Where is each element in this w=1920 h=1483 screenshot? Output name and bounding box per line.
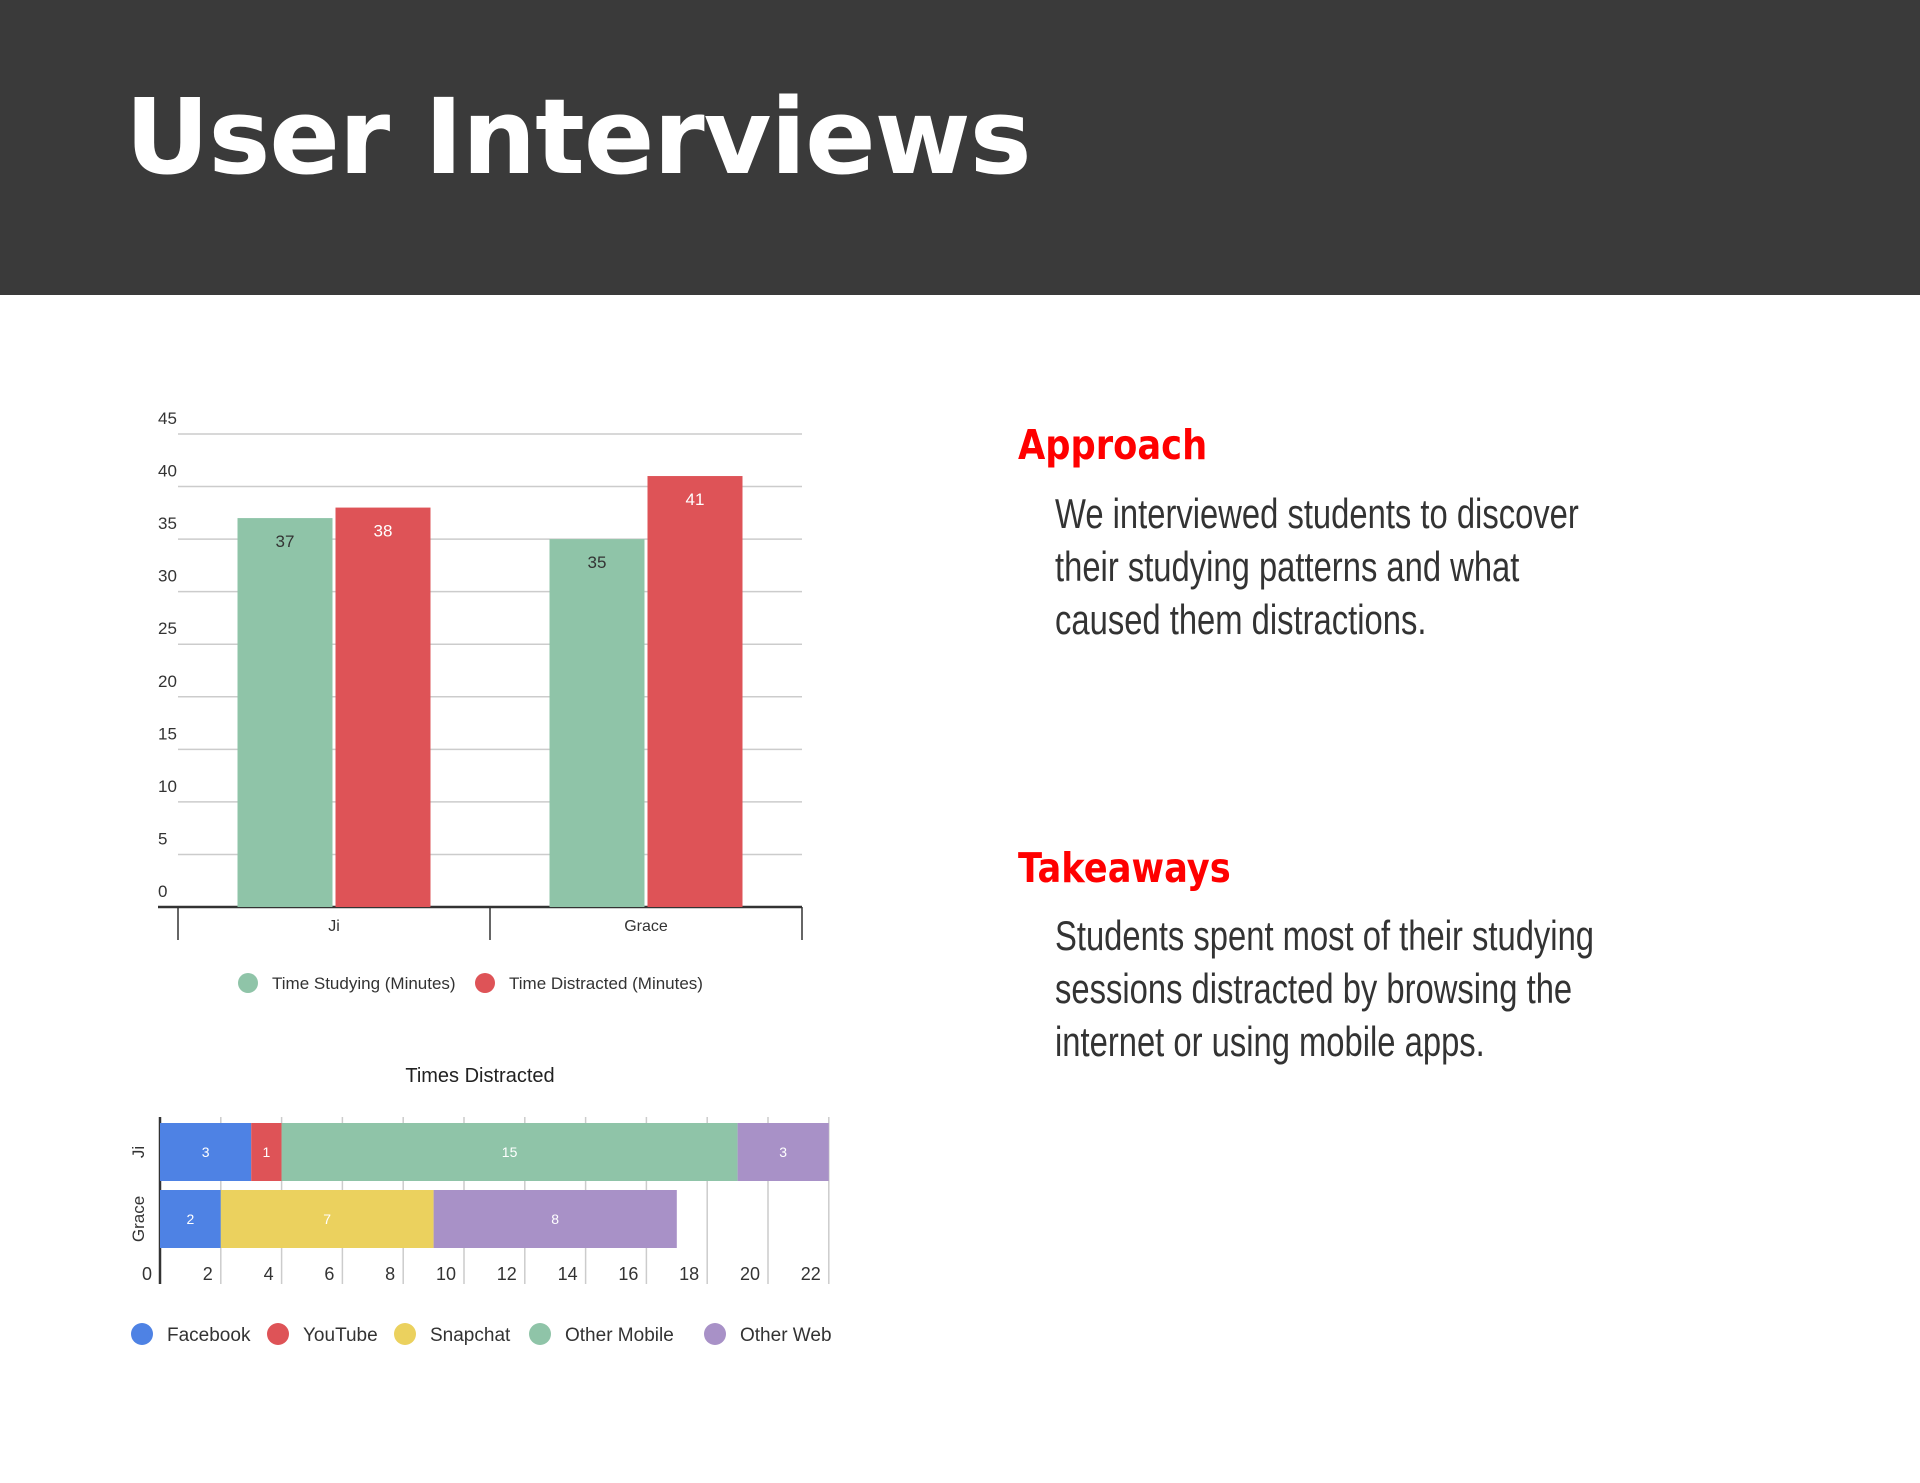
takeaways-heading: Takeaways: [1018, 844, 1231, 892]
y-tick-label: 5: [158, 829, 167, 848]
x-tick-label: 14: [558, 1264, 578, 1284]
segment-snapchat-grace: [220, 1190, 434, 1248]
bar-time-studying-minutes-grace: [549, 539, 645, 907]
data-label: 3: [779, 1144, 787, 1160]
segment-other-mobile-ji: [281, 1123, 738, 1181]
bar-time-distracted-minutes-grace: [647, 476, 743, 907]
y-tick-label: 40: [158, 462, 177, 481]
y-tick-label: 0: [158, 882, 167, 901]
data-label: 3: [202, 1144, 210, 1160]
data-label: 38: [374, 522, 393, 541]
approach-text: We interviewed students to discover thei…: [1055, 490, 1579, 643]
data-label: 7: [323, 1211, 331, 1227]
legend-marker: [238, 973, 258, 993]
x-tick-label: 2: [203, 1264, 213, 1284]
bar-time-studying-minutes-ji: [237, 518, 333, 907]
legend-label: Other Web: [740, 1325, 832, 1346]
page-header: User Interviews: [0, 0, 1920, 295]
x-tick-label: 12: [497, 1264, 517, 1284]
x-tick-label: 6: [324, 1264, 334, 1284]
segment-other-web-grace: [433, 1190, 677, 1248]
data-label: 41: [686, 490, 705, 509]
data-label: 2: [187, 1211, 195, 1227]
legend-marker: [394, 1323, 416, 1345]
legend-label: Time Distracted (Minutes): [509, 974, 703, 993]
bar-time-distracted-minutes-ji: [335, 507, 431, 907]
y-tick-label: 45: [158, 409, 177, 428]
y-tick-label: 15: [158, 724, 177, 743]
data-label: 1: [263, 1144, 271, 1160]
y-tick-label: 30: [158, 567, 177, 586]
page-title: User Interviews: [125, 76, 1032, 198]
legend-marker: [267, 1323, 289, 1345]
chart-title: Times Distracted: [405, 1065, 554, 1087]
segment-facebook-ji: [160, 1123, 252, 1181]
x-tick-label: 4: [264, 1264, 274, 1284]
legend-marker: [131, 1323, 153, 1345]
data-label: 35: [588, 553, 607, 572]
x-tick-label: 10: [436, 1264, 456, 1284]
x-tick-label: 16: [618, 1264, 638, 1284]
y-tick-label: Grace: [129, 1196, 148, 1242]
legend-label: Other Mobile: [565, 1325, 674, 1346]
takeaways-text: Students spent most of their studying se…: [1055, 912, 1595, 1065]
x-tick-label: Ji: [328, 918, 340, 935]
approach-heading: Approach: [1018, 421, 1208, 469]
segment-facebook-grace: [160, 1190, 221, 1248]
legend-marker: [475, 973, 495, 993]
x-tick-label: 22: [801, 1264, 821, 1284]
data-label: 37: [276, 532, 295, 551]
legend-label: Snapchat: [430, 1325, 511, 1346]
segment-youtube-ji: [251, 1123, 282, 1181]
x-tick-label: Grace: [624, 918, 668, 935]
legend-marker: [529, 1323, 551, 1345]
y-tick-label: 20: [158, 672, 177, 691]
legend-label: Time Studying (Minutes): [272, 974, 456, 993]
y-tick-label: 10: [158, 777, 177, 796]
time-bar-chart: 0 5 10 15 20 25 30 35 40 45 Ji 37 38 Grace 35 41 Time St…: [158, 409, 803, 993]
legend-label: YouTube: [303, 1325, 378, 1346]
x-tick-label: 20: [740, 1264, 760, 1284]
x-tick-label: 18: [679, 1264, 699, 1284]
segment-other-web-ji: [737, 1123, 829, 1181]
y-tick-label: 25: [158, 619, 177, 638]
legend-marker: [704, 1323, 726, 1345]
times-distracted-chart: Times Distracted 0 2 4 6 8 10 12 14 16 18 20 22 3 1 15 3…: [129, 1065, 832, 1346]
x-tick-label: 8: [385, 1264, 395, 1284]
y-tick-label: 35: [158, 514, 177, 533]
data-label: 8: [551, 1211, 559, 1227]
x-tick-label: 0: [142, 1264, 152, 1284]
y-tick-label: Ji: [129, 1146, 148, 1158]
legend-label: Facebook: [167, 1325, 251, 1346]
data-label: 15: [502, 1144, 518, 1160]
